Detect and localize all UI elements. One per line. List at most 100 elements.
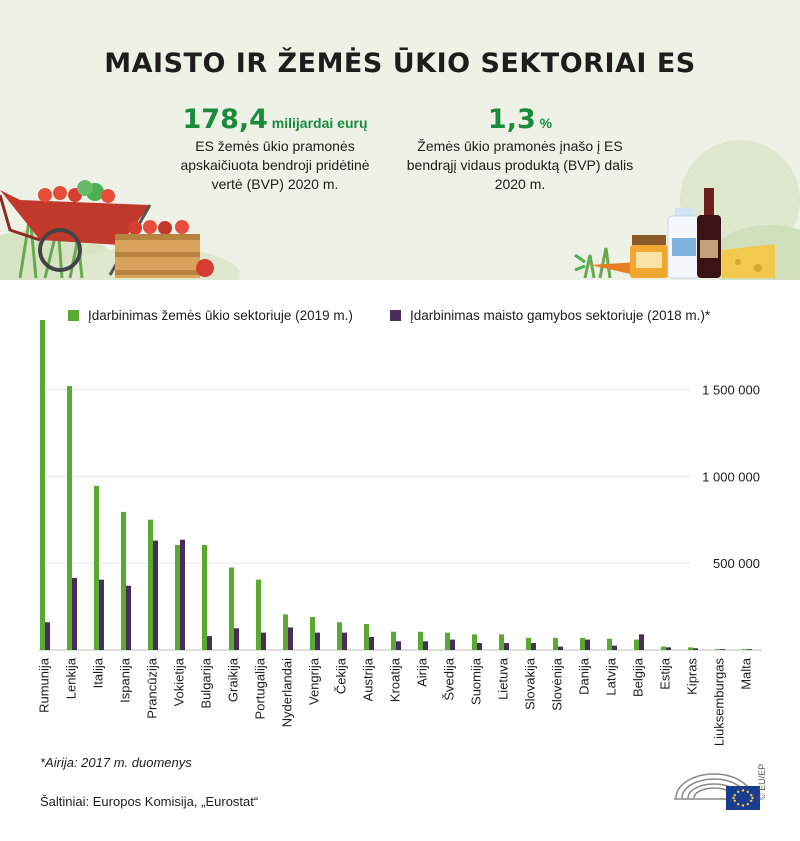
bar-food-13 — [396, 641, 401, 650]
stat-gdp-unit: % — [539, 115, 553, 131]
bar-agriculture-2 — [94, 485, 99, 650]
bar-agriculture-26 — [742, 649, 747, 650]
source-text: Šaltiniai: Europos Komisija, „Eurostat“ — [40, 794, 259, 809]
x-tick-label: Latvija — [603, 657, 618, 695]
legend-agriculture: Įdarbinimas žemės ūkio sektoriuje (2019 … — [68, 308, 353, 323]
x-tick-label: Liuksemburgas — [711, 658, 726, 747]
bar-food-5 — [180, 539, 185, 650]
bar-food-22 — [639, 634, 644, 650]
stat-gva-desc-line: vertė (BVP) 2020 m. — [211, 176, 339, 192]
x-tick-label: Slovėnija — [549, 657, 564, 711]
x-tick-label: Švedija — [441, 657, 456, 700]
bar-agriculture-9 — [283, 614, 288, 650]
x-tick-label: Airija — [414, 657, 429, 687]
x-tick-label: Nyderlandai — [279, 658, 294, 727]
x-tick-label: Vengrija — [306, 657, 321, 705]
bar-food-16 — [477, 643, 482, 650]
stat-gdp-desc-line: 2020 m. — [494, 176, 546, 192]
bar-agriculture-0 — [40, 320, 45, 650]
stat-gdp-share: 1,3 % Žemės ūkio pramonės įnašo į ES ben… — [395, 106, 645, 194]
x-tick-label: Italija — [90, 657, 105, 688]
x-tick-label: Kipras — [684, 658, 699, 695]
page-title: MAISTO IR ŽEMĖS ŪKIO SEKTORIAI ES — [104, 48, 696, 79]
bar-agriculture-20 — [580, 637, 585, 650]
y-tick-label: 1 000 000 — [702, 469, 760, 484]
bar-agriculture-4 — [148, 519, 153, 650]
x-tick-label: Estija — [657, 657, 672, 690]
bar-agriculture-11 — [337, 622, 342, 650]
bar-food-26 — [747, 649, 752, 650]
bar-agriculture-25 — [715, 649, 720, 650]
x-tick-label: Lenkija — [63, 657, 78, 699]
x-tick-label: Slovakija — [522, 657, 537, 710]
bar-agriculture-24 — [688, 647, 693, 650]
x-tick-label: Lietuva — [495, 657, 510, 700]
y-tick-label: 500 000 — [713, 556, 760, 571]
bar-food-4 — [153, 540, 158, 650]
bar-food-2 — [99, 579, 104, 650]
bar-agriculture-18 — [526, 637, 531, 650]
honey-jar-icon — [630, 235, 668, 278]
bar-agriculture-15 — [445, 632, 450, 650]
bar-food-3 — [126, 585, 131, 650]
bar-food-14 — [423, 641, 428, 650]
eu-flag-icon — [726, 786, 760, 810]
legend-food: Įdarbinimas maisto gamybos sektoriuje (2… — [390, 308, 710, 323]
wine-bottle-icon — [697, 188, 721, 278]
bar-agriculture-23 — [661, 646, 666, 650]
bar-agriculture-5 — [175, 544, 180, 650]
stat-gva-desc-line: apskaičiuota bendroji pridėtinė — [180, 157, 370, 173]
bar-food-11 — [342, 632, 347, 650]
bar-food-7 — [234, 628, 239, 650]
stat-gva: 178,4 milijardai eurų ES žemės ūkio pram… — [160, 106, 390, 194]
bar-agriculture-22 — [634, 639, 639, 650]
stat-gdp-value: 1,3 — [487, 104, 536, 135]
bar-food-1 — [72, 577, 77, 650]
stat-gva-unit: milijardai eurų — [271, 115, 368, 131]
bar-agriculture-7 — [229, 567, 234, 650]
carrot-icon — [590, 262, 640, 276]
bar-agriculture-21 — [607, 638, 612, 650]
x-tick-label: Malta — [738, 657, 753, 690]
x-tick-label: Belgija — [630, 657, 645, 697]
bar-food-25 — [720, 649, 725, 650]
bar-food-20 — [585, 639, 590, 650]
x-tick-label: Rumunija — [36, 657, 51, 713]
x-tick-label: Vokietija — [171, 657, 186, 706]
bar-agriculture-19 — [553, 637, 558, 650]
stat-gdp-desc-line: Žemės ūkio pramonės įnašo į ES — [417, 138, 623, 154]
bar-food-23 — [666, 647, 671, 650]
footnote: *Airija: 2017 m. duomenys — [40, 755, 192, 770]
bar-agriculture-17 — [499, 634, 504, 650]
stat-gdp-desc-line: bendrąjį vidaus produktą (BVP) dalis — [406, 157, 634, 173]
copyright: © EU/EP — [757, 763, 767, 800]
apple-crate-icon — [115, 220, 214, 278]
header-banner: MAISTO IR ŽEMĖS ŪKIO SEKTORIAI ES 178,4 … — [0, 0, 800, 280]
legend-swatch-purple — [390, 310, 401, 321]
bar-agriculture-12 — [364, 623, 369, 650]
bar-food-9 — [288, 627, 293, 650]
cheese-icon — [722, 244, 775, 278]
bar-agriculture-3 — [121, 511, 126, 650]
bar-food-12 — [369, 636, 374, 650]
grass-right-icon — [583, 247, 612, 279]
bar-food-15 — [450, 639, 455, 650]
stat-gva-desc-line: ES žemės ūkio pramonės — [195, 138, 355, 154]
x-tick-label: Kroatija — [387, 657, 402, 702]
legend-label-agriculture: Įdarbinimas žemės ūkio sektoriuje (2019 … — [88, 308, 353, 323]
bar-agriculture-1 — [67, 386, 72, 650]
bar-food-17 — [504, 643, 509, 650]
employment-bar-chart: 500 000 1 000 000 1 500 000 Rumunija Lenkija… — [36, 320, 762, 747]
legend-label-food: Įdarbinimas maisto gamybos sektoriuje (2… — [410, 308, 711, 323]
x-tick-label: Bulgarija — [198, 657, 213, 708]
milk-bottle-icon — [667, 208, 701, 279]
bar-agriculture-16 — [472, 634, 477, 650]
stat-gva-desc: ES žemės ūkio pramonės apskaičiuota bend… — [160, 137, 390, 194]
stat-gva-value: 178,4 — [182, 104, 268, 135]
bar-food-10 — [315, 632, 320, 650]
x-tick-label: Portugalija — [252, 657, 267, 719]
bar-agriculture-10 — [310, 617, 315, 650]
decorative-illustration — [0, 140, 800, 280]
x-tick-label: Danija — [576, 657, 591, 695]
x-tick-label: Austrija — [360, 657, 375, 701]
